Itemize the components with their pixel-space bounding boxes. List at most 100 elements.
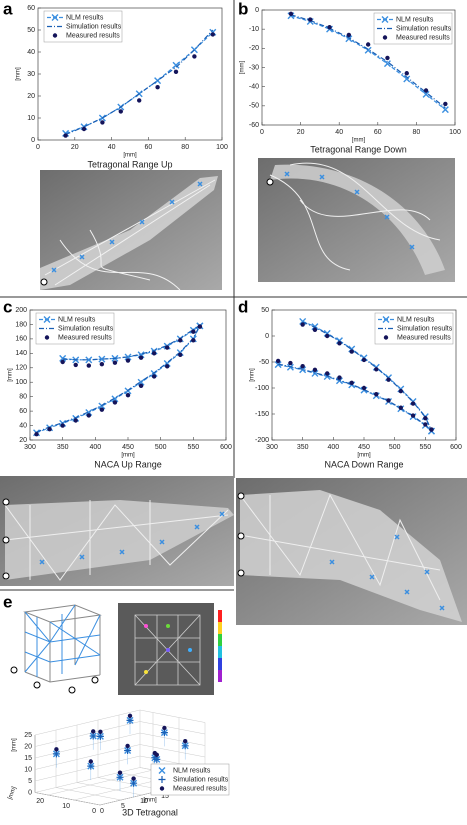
chart-title: NACA Down Range: [324, 459, 403, 469]
y-tick-label: -100: [255, 385, 269, 392]
legend-label: Measured results: [397, 334, 451, 341]
y-tick-label: 50: [261, 307, 269, 314]
x-axis-label: [mm]: [352, 138, 366, 144]
x-tick-label: 15: [161, 793, 169, 800]
x-tick-label: 500: [389, 444, 401, 451]
grid-line: [76, 782, 143, 796]
y-tick-label: -20: [249, 45, 259, 52]
legend-label: Measured results: [396, 34, 450, 41]
legend-label: Simulation results: [66, 23, 122, 30]
marker-plus: [160, 729, 168, 737]
marker-dot: [118, 109, 124, 114]
marker-dot: [325, 333, 330, 339]
z-tick-label: 15: [24, 755, 32, 762]
marker-dot: [386, 398, 391, 403]
marker-x: [299, 366, 307, 374]
x-tick-label: 300: [266, 444, 278, 451]
legend-label: Simulation results: [396, 25, 452, 32]
marker-dot: [178, 338, 183, 343]
grid-line: [34, 732, 141, 759]
marker-dot: [312, 327, 318, 332]
z-tick-label: 5: [28, 778, 32, 785]
marker-dot: [385, 55, 390, 61]
y-tick-label: 20: [36, 798, 44, 805]
grid-line: [139, 721, 206, 735]
marker-dot: [138, 383, 144, 389]
y-axis-label: [mm]: [250, 368, 256, 382]
panel-label: c: [3, 297, 12, 316]
marker-dot: [404, 71, 409, 76]
x-tick-label: 20: [71, 144, 79, 151]
marker-dot: [137, 98, 142, 103]
legend-label: NLM results: [58, 316, 96, 323]
marker-dot: [99, 407, 105, 412]
grid-line: [139, 732, 206, 746]
lattice-drawing: [10, 604, 102, 694]
x-tick-label: 100: [216, 144, 228, 151]
legend-label: Simulation results: [397, 325, 453, 332]
marker-dot: [54, 747, 59, 752]
marker-dot: [60, 423, 65, 428]
grid-line: [34, 767, 141, 793]
marker-plus: [52, 750, 60, 758]
y-tick-label: 60: [27, 5, 35, 12]
marker-dot: [361, 385, 367, 391]
marker-dot: [349, 380, 354, 385]
photo-d: [236, 478, 467, 625]
marker-dot: [192, 54, 197, 59]
marker-dot: [288, 11, 294, 17]
x-tick-label: 100: [449, 129, 461, 136]
x-tick-label: 600: [220, 444, 232, 451]
marker-dot: [327, 25, 332, 30]
marker-plus: [124, 747, 132, 754]
marker-dot: [131, 776, 136, 781]
marker-dot: [47, 426, 52, 432]
marker-dot: [88, 759, 94, 764]
y-axis-label: [mm]: [240, 61, 246, 75]
marker-dot: [81, 126, 87, 132]
y-tick-label: 50: [27, 27, 35, 34]
legend-label: Simulation results: [58, 325, 114, 332]
x-tick-label: 450: [358, 444, 370, 451]
marker-dot: [125, 393, 131, 398]
x-tick-label: 550: [187, 444, 199, 451]
marker-dot: [125, 358, 131, 363]
y-tick-label: 0: [31, 137, 35, 144]
grid-line: [47, 769, 154, 796]
y-tick-label: 40: [27, 49, 35, 56]
y-axis-label: [mm]: [8, 368, 14, 382]
marker-x: [59, 354, 67, 362]
marker-dot: [410, 413, 416, 418]
marker-dot: [34, 432, 39, 437]
photo-e: [118, 603, 214, 695]
marker-dot: [325, 371, 330, 376]
y-tick-label: 20: [19, 437, 27, 444]
legend-label: NLM results: [173, 767, 211, 774]
marker-dot: [300, 322, 305, 327]
y-tick-label: 20: [27, 93, 35, 100]
marker-dot: [410, 401, 416, 406]
y-tick-label: -50: [249, 103, 259, 110]
x-axis-label: [mm]: [143, 798, 157, 804]
marker-dot: [337, 341, 342, 346]
panel-label: d: [238, 297, 248, 316]
series-line: [36, 324, 201, 433]
panel-label: e: [3, 592, 12, 611]
marker-dot: [151, 351, 157, 356]
legend-marker: [158, 767, 166, 774]
marker-x: [111, 395, 119, 403]
x-tick-label: 60: [145, 144, 153, 151]
marker-dot: [361, 357, 367, 363]
y-tick-label: -200: [255, 437, 269, 444]
x-tick-label: 10: [140, 798, 148, 805]
legend-marker: [383, 335, 389, 340]
marker-dot: [86, 413, 92, 418]
legend-label: Measured results: [66, 32, 120, 39]
y-tick-label: 10: [62, 803, 70, 810]
x-tick-label: 400: [327, 444, 339, 451]
marker-dot: [127, 713, 133, 718]
marker-dot: [288, 360, 293, 366]
grid-line: [34, 792, 101, 806]
chart-title: NACA Up Range: [94, 459, 162, 469]
marker-dot: [86, 363, 92, 368]
